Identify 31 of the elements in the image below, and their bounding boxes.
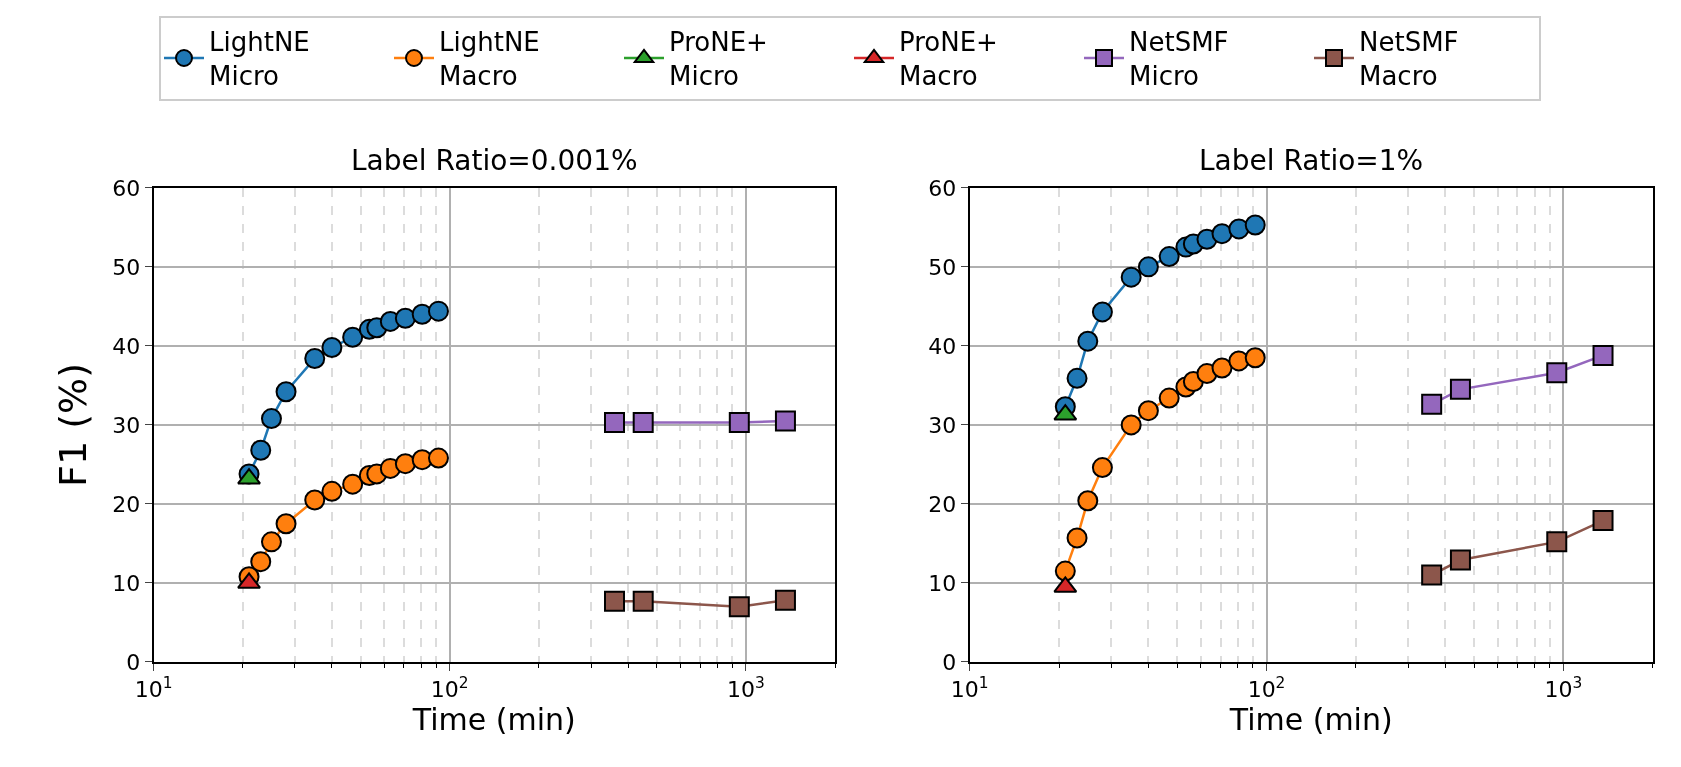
x-tick-label: 10$^{1}$ bbox=[950, 674, 989, 703]
y-tick-label: 50 bbox=[928, 254, 957, 280]
legend-label: NetSMF Macro bbox=[1359, 27, 1459, 92]
y-tick-label: 60 bbox=[112, 175, 141, 201]
y-tick-label: 50 bbox=[112, 254, 141, 280]
x-tick-label: 10$^{1}$ bbox=[134, 674, 173, 703]
y-tick-label: 40 bbox=[112, 333, 141, 359]
chart-title: Label Ratio=1% bbox=[1199, 144, 1424, 177]
y-tick-label: 0 bbox=[126, 649, 141, 675]
legend-label: ProNE+ Micro bbox=[669, 27, 768, 92]
legend-label: ProNE+ Macro bbox=[899, 27, 998, 92]
x-axis-title: Time (min) bbox=[411, 702, 576, 738]
y-tick-label: 10 bbox=[112, 570, 141, 596]
x-tick-label: 10$^{2}$ bbox=[1247, 674, 1286, 703]
x-axis-title: Time (min) bbox=[1228, 702, 1393, 738]
y-tick-label: 20 bbox=[112, 491, 141, 517]
x-tick-label: 10$^{2}$ bbox=[430, 674, 469, 703]
x-tick-label: 10$^{3}$ bbox=[726, 674, 765, 703]
y-tick-label: 30 bbox=[928, 412, 957, 438]
legend-label: LightNE Micro bbox=[209, 27, 310, 92]
x-tick-label: 10$^{3}$ bbox=[1544, 674, 1583, 703]
y-axis-title: F1 (%) bbox=[50, 362, 95, 487]
y-tick-label: 10 bbox=[928, 570, 957, 596]
y-tick-label: 30 bbox=[112, 412, 141, 438]
chart-title: Label Ratio=0.001% bbox=[351, 144, 638, 177]
y-tick-label: 60 bbox=[928, 175, 957, 201]
legend-label: NetSMF Micro bbox=[1129, 27, 1229, 92]
y-tick-label: 0 bbox=[942, 649, 957, 675]
y-tick-label: 20 bbox=[928, 491, 957, 517]
y-tick-label: 40 bbox=[928, 333, 957, 359]
legend-label: LightNE Macro bbox=[439, 27, 540, 92]
